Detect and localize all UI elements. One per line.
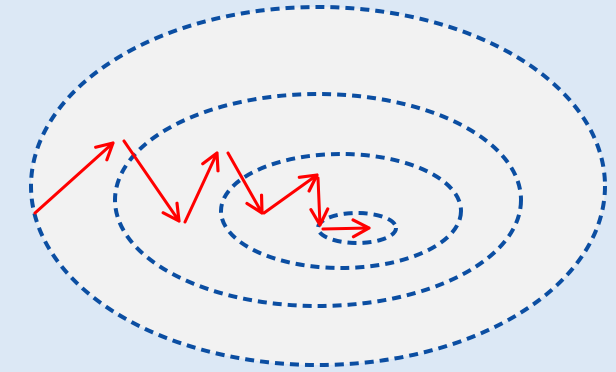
contour-ring-inner xyxy=(316,211,398,245)
descent-path xyxy=(33,139,371,239)
contour-ring-second xyxy=(113,92,523,308)
step-arrow xyxy=(122,139,181,223)
step-arrow xyxy=(262,173,319,215)
step-arrow xyxy=(321,218,371,239)
step-arrow xyxy=(183,151,220,224)
step-arrow xyxy=(309,176,330,227)
contour-ring-third xyxy=(219,152,463,270)
step-arrow xyxy=(33,141,115,215)
step-arrow xyxy=(226,151,264,215)
